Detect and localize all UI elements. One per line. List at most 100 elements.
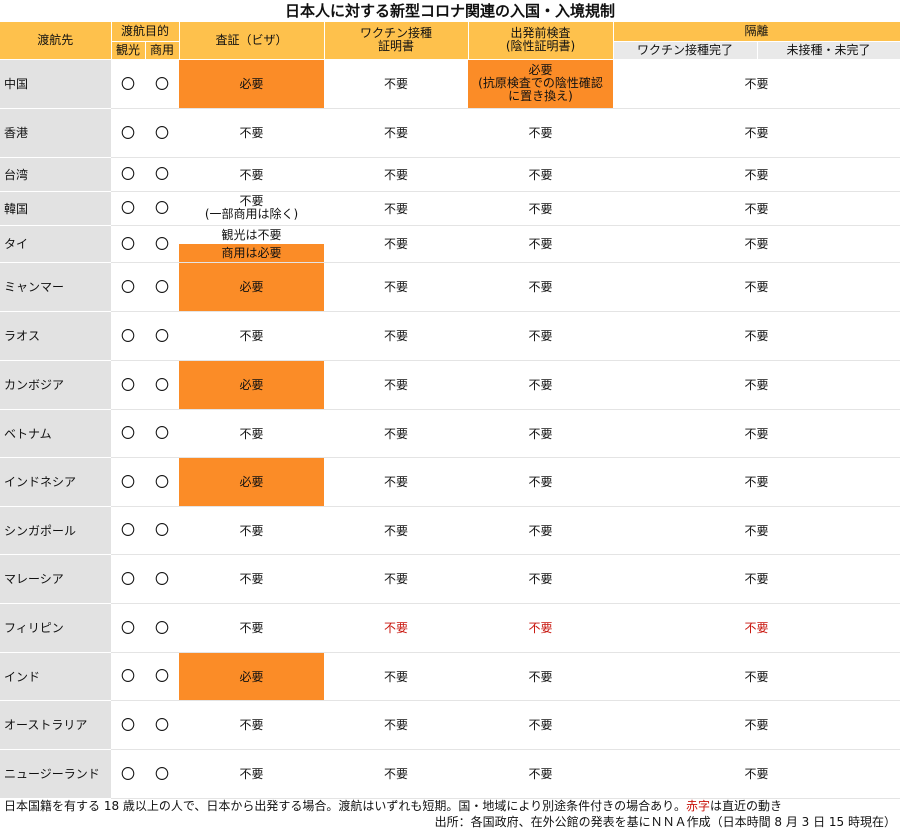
header-tourism: 観光 [111, 41, 146, 60]
quarantine-cell: 不要 [613, 749, 900, 799]
visa-business-text: 商用は必要 [179, 243, 325, 261]
destination-cell: シンガポール [0, 506, 111, 555]
pretest-cell: 不要 [468, 191, 614, 226]
pretest-cell: 不要 [468, 554, 614, 604]
quarantine-cell: 不要 [613, 59, 900, 109]
visa-cell: 必要 [179, 360, 325, 410]
business-cell: 〇 [145, 59, 180, 109]
quarantine-cell: 不要 [613, 262, 900, 312]
table-row: インド〇〇必要 不要 不要 不要 [0, 652, 900, 701]
vaccine-cert-cell: 不要 [324, 311, 469, 361]
tourism-cell: 〇 [111, 603, 145, 653]
header-business: 商用 [145, 41, 180, 60]
business-cell: 〇 [145, 506, 180, 555]
table-row: カンボジア〇〇必要 不要 不要 不要 [0, 360, 900, 410]
pretest-cell: 不要 [468, 360, 614, 410]
tourism-cell: 〇 [111, 700, 145, 750]
quarantine-cell: 不要 [613, 225, 900, 263]
quarantine-cell: 不要 [613, 311, 900, 361]
tourism-cell: 〇 [111, 652, 145, 701]
business-cell: 〇 [145, 191, 180, 226]
pretest-cell: 不要 [468, 506, 614, 555]
footer-note-red: 赤字 [685, 799, 710, 813]
restrictions-table: 渡航先 渡航目的 査証（ビザ） ワクチン接種 証明書 出発前検査 (陰性証明書) 隔… [0, 22, 900, 799]
business-cell: 〇 [145, 311, 180, 361]
destination-cell: ミャンマー [0, 262, 111, 312]
business-cell: 〇 [145, 409, 180, 458]
tourism-cell: 〇 [111, 457, 145, 507]
vaccine-cert-cell: 不要 [324, 360, 469, 410]
table-row: タイ〇〇観光は不要 商用は必要 不要 不要 不要 [0, 225, 900, 263]
table-row: ニュージーランド〇〇不要 不要 不要 不要 [0, 749, 900, 799]
quarantine-cell: 不要 [613, 191, 900, 226]
business-cell: 〇 [145, 554, 180, 604]
destination-cell: 台湾 [0, 157, 111, 192]
destination-cell: マレーシア [0, 554, 111, 604]
header-pretest-line2: (陰性証明書) [505, 39, 576, 54]
business-cell: 〇 [145, 652, 180, 701]
quarantine-cell: 不要 [613, 108, 900, 158]
table-row: ラオス〇〇不要 不要 不要 不要 [0, 311, 900, 361]
destination-cell: 中国 [0, 59, 111, 109]
business-cell: 〇 [145, 700, 180, 750]
vaccine-cert-cell: 不要 [324, 191, 469, 226]
tourism-cell: 〇 [111, 506, 145, 555]
vaccine-cert-cell: 不要 [324, 409, 469, 458]
table-row: 中国〇〇必要 不要 必要 (抗原検査での陰性確認 に置き換え) 不要 [0, 59, 900, 109]
business-cell: 〇 [145, 603, 180, 653]
pretest-cell: 不要 [468, 157, 614, 192]
visa-cell: 不要 [179, 749, 325, 799]
header-quarantine: 隔離 [613, 22, 900, 42]
visa-cell: 不要 [179, 506, 325, 555]
vaccine-cert-cell: 不要 [324, 554, 469, 604]
header-purpose: 渡航目的 [111, 22, 180, 42]
vaccine-cert-cell: 不要 [324, 225, 469, 263]
business-cell: 〇 [145, 360, 180, 410]
destination-cell: タイ [0, 225, 111, 263]
quarantine-cell: 不要 [613, 603, 900, 653]
pretest-cell: 不要 [468, 749, 614, 799]
business-cell: 〇 [145, 108, 180, 158]
table-row: 香港〇〇不要 不要 不要 不要 [0, 108, 900, 158]
header-vaccinated: ワクチン接種完了 [613, 41, 758, 60]
business-cell: 〇 [145, 262, 180, 312]
destination-cell: ベトナム [0, 409, 111, 458]
table-row: ベトナム〇〇不要 不要 不要 不要 [0, 409, 900, 458]
header-pretest-line1: 出発前検査 [510, 26, 571, 41]
destination-cell: カンボジア [0, 360, 111, 410]
destination-cell: オーストラリア [0, 700, 111, 750]
header-vaccine-cert: ワクチン接種 証明書 [324, 22, 469, 60]
header-unvaccinated: 未接種・未完了 [757, 41, 900, 60]
quarantine-cell: 不要 [613, 652, 900, 701]
visa-cell: 不要 [179, 409, 325, 458]
visa-cell: 不要 [179, 157, 325, 192]
business-cell: 〇 [145, 457, 180, 507]
destination-cell: ニュージーランド [0, 749, 111, 799]
table-row: インドネシア〇〇必要 不要 不要 不要 [0, 457, 900, 507]
quarantine-cell: 不要 [613, 457, 900, 507]
vaccine-cert-cell: 不要 [324, 108, 469, 158]
pretest-cell: 不要 [468, 700, 614, 750]
business-cell: 〇 [145, 225, 180, 263]
tourism-cell: 〇 [111, 554, 145, 604]
vaccine-cert-cell: 不要 [324, 506, 469, 555]
visa-cell: 不要 [179, 603, 325, 653]
destination-cell: インド [0, 652, 111, 701]
visa-cell: 不要 [179, 311, 325, 361]
tourism-cell: 〇 [111, 360, 145, 410]
pretest-cell: 不要 [468, 311, 614, 361]
visa-cell: 不要 [179, 108, 325, 158]
footer-note-end: は直近の動き [709, 799, 782, 813]
tourism-cell: 〇 [111, 749, 145, 799]
header-visa: 査証（ビザ） [179, 22, 325, 60]
table-row: オーストラリア〇〇不要 不要 不要 不要 [0, 700, 900, 750]
destination-cell: フィリピン [0, 603, 111, 653]
pretest-cell: 不要 [468, 603, 614, 653]
vaccine-cert-cell: 不要 [324, 700, 469, 750]
vaccine-cert-cell: 不要 [324, 457, 469, 507]
table-row: シンガポール〇〇不要 不要 不要 不要 [0, 506, 900, 555]
visa-cell: 不要 [179, 554, 325, 604]
pretest-cell: 不要 [468, 225, 614, 263]
quarantine-cell: 不要 [613, 157, 900, 192]
footer-note: 日本国籍を有する 18 歳以上の人で、日本から出発する場合。渡航はいずれも短期。… [4, 797, 900, 814]
